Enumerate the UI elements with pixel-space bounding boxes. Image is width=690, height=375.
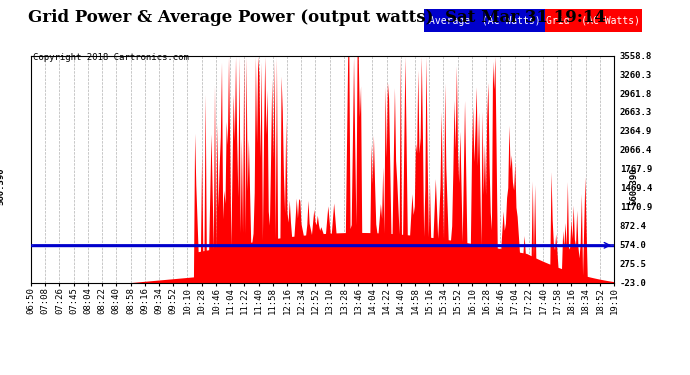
Text: 560.390: 560.390 <box>0 167 5 204</box>
Text: 3558.8: 3558.8 <box>620 52 652 61</box>
Text: 1170.9: 1170.9 <box>620 203 652 212</box>
Text: 2663.3: 2663.3 <box>620 108 652 117</box>
Text: 560.390: 560.390 <box>629 167 638 204</box>
Text: 1767.9: 1767.9 <box>620 165 652 174</box>
Text: 1469.4: 1469.4 <box>620 184 652 193</box>
Text: 574.0: 574.0 <box>620 241 647 250</box>
Text: Grid Power & Average Power (output watts)  Sat Mar 31 19:14: Grid Power & Average Power (output watts… <box>28 9 607 26</box>
Text: Average  (AC Watts): Average (AC Watts) <box>429 16 540 26</box>
Text: 872.4: 872.4 <box>620 222 647 231</box>
Text: 2961.8: 2961.8 <box>620 90 652 99</box>
Text: 3260.3: 3260.3 <box>620 70 652 80</box>
Text: -23.0: -23.0 <box>620 279 647 288</box>
Text: 2364.9: 2364.9 <box>620 128 652 136</box>
Text: 2066.4: 2066.4 <box>620 146 652 155</box>
Text: Grid  (AC Watts): Grid (AC Watts) <box>546 16 640 26</box>
Text: 275.5: 275.5 <box>620 260 647 269</box>
Text: Copyright 2018 Cartronics.com: Copyright 2018 Cartronics.com <box>33 53 189 62</box>
